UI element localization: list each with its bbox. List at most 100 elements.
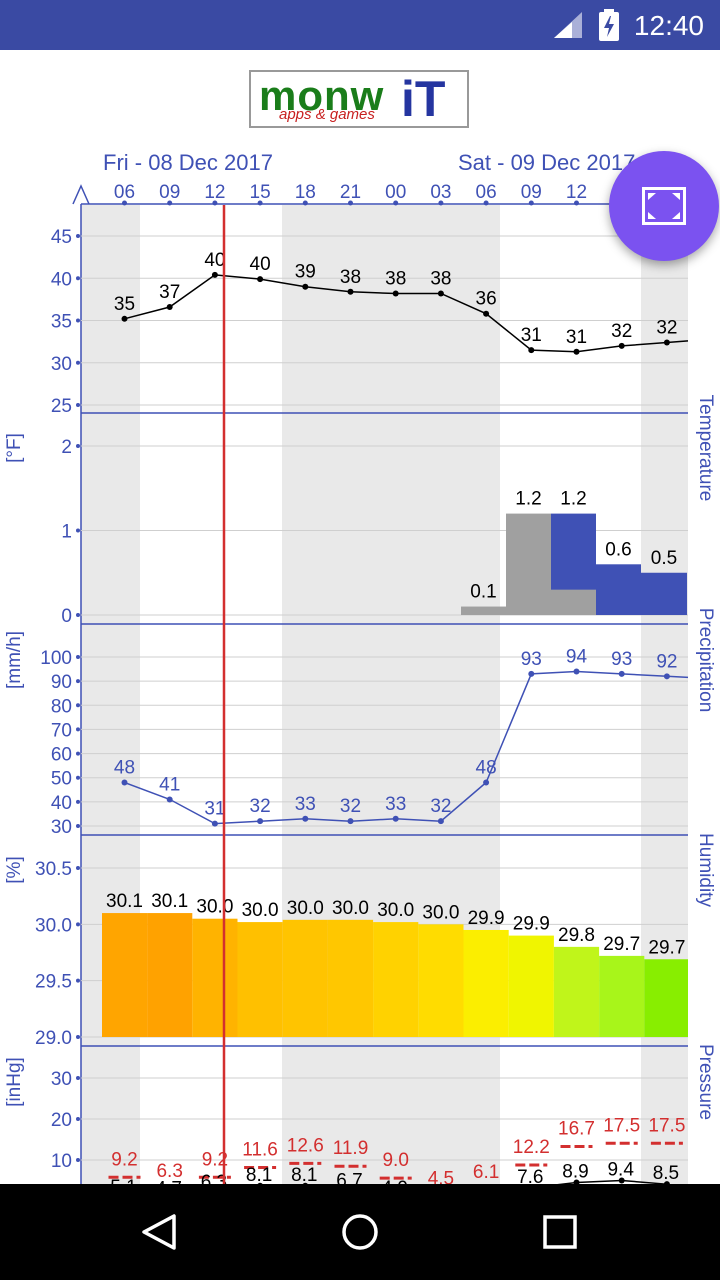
ytick-dot-1-2 bbox=[76, 444, 80, 448]
ytick-label-3-2: 30.0 bbox=[35, 915, 72, 936]
pressure-bar-0 bbox=[102, 913, 148, 1037]
pressure-bar-2 bbox=[192, 918, 238, 1037]
data-point-0-2 bbox=[211, 271, 218, 278]
ytick-label-2-7: 100 bbox=[40, 648, 72, 669]
data-label-0-0: 35 bbox=[114, 294, 135, 315]
data-label-0-11: 32 bbox=[611, 321, 632, 342]
pressure-label-3: 30.0 bbox=[242, 900, 279, 921]
date-label-1: Sat - 09 Dec 2017 bbox=[458, 150, 635, 175]
wind-label-11: 9.4 bbox=[607, 1159, 634, 1180]
ytick-dot-0-3 bbox=[76, 276, 80, 281]
pressure-bar-12 bbox=[644, 959, 688, 1037]
data-label-0-10: 31 bbox=[566, 327, 587, 348]
pressure-bar-7 bbox=[418, 924, 464, 1037]
pressure-label-10: 29.8 bbox=[558, 925, 595, 946]
data-point-0-10 bbox=[573, 348, 580, 355]
ytick-label-4-1: 20 bbox=[51, 1110, 72, 1131]
data-point-0-4 bbox=[302, 283, 309, 290]
gust-label-6: 9.0 bbox=[382, 1150, 408, 1171]
panel-title-3: Pressure bbox=[695, 1044, 716, 1120]
back-icon[interactable] bbox=[140, 1212, 180, 1252]
wind-label-2: 6.3 bbox=[201, 1172, 227, 1184]
gust-label-4: 12.6 bbox=[287, 1135, 324, 1156]
unit-label-1: [mm/h] bbox=[4, 631, 25, 689]
pressure-label-12: 29.7 bbox=[648, 937, 685, 958]
wind-point-11 bbox=[618, 1177, 625, 1184]
ytick-label-0-3: 40 bbox=[51, 269, 72, 290]
data-label-2-1: 41 bbox=[159, 774, 180, 795]
data-point-2-1 bbox=[166, 796, 173, 803]
gust-label-11: 17.5 bbox=[603, 1115, 640, 1136]
precip-label-2: 1.2 bbox=[560, 489, 586, 510]
data-point-2-8 bbox=[483, 779, 490, 786]
recents-icon[interactable] bbox=[540, 1212, 580, 1252]
ytick-dot-2-5 bbox=[76, 703, 80, 708]
wind-label-1: 4.7 bbox=[155, 1179, 181, 1184]
ytick-label-2-6: 90 bbox=[51, 672, 72, 693]
hour-tick-0: 06 bbox=[114, 182, 135, 203]
logo-suffix-text: iT bbox=[401, 71, 446, 127]
data-label-0-5: 38 bbox=[340, 267, 361, 288]
gust-label-5: 11.9 bbox=[333, 1138, 369, 1159]
precip-bar-3 bbox=[596, 564, 641, 615]
data-label-2-7: 32 bbox=[430, 796, 451, 817]
fullscreen-button[interactable] bbox=[609, 151, 719, 261]
series-line-0 bbox=[124, 274, 689, 353]
ytick-label-3-1: 29.5 bbox=[35, 972, 72, 993]
ytick-label-2-4: 70 bbox=[51, 720, 72, 741]
wind-label-4: 8.1 bbox=[291, 1165, 317, 1184]
ytick-dot-1-0 bbox=[76, 613, 80, 617]
ytick-dot-4-0 bbox=[76, 1158, 80, 1162]
wind-point-4 bbox=[302, 1182, 308, 1184]
ytick-label-3-0: 29.0 bbox=[35, 1028, 72, 1049]
data-point-2-0 bbox=[121, 779, 128, 786]
data-label-2-10: 94 bbox=[566, 646, 588, 667]
hour-tick-1: 09 bbox=[159, 182, 180, 203]
ytick-dot-2-2 bbox=[76, 775, 80, 780]
hour-tick-3: 15 bbox=[250, 182, 271, 203]
data-label-0-9: 31 bbox=[521, 325, 542, 346]
ytick-label-0-2: 35 bbox=[51, 312, 72, 333]
navigation-bar bbox=[0, 1184, 720, 1280]
data-label-0-4: 39 bbox=[295, 262, 316, 283]
ytick-label-1-1: 1 bbox=[61, 522, 72, 543]
data-point-0-1 bbox=[166, 303, 173, 310]
data-point-0-0 bbox=[121, 315, 128, 322]
ytick-dot-4-1 bbox=[76, 1117, 80, 1121]
pressure-bar-11 bbox=[599, 955, 645, 1037]
ytick-label-2-1: 40 bbox=[51, 793, 72, 814]
ytick-dot-1-1 bbox=[76, 528, 80, 533]
data-label-2-6: 33 bbox=[385, 794, 406, 815]
gust-label-1: 6.3 bbox=[156, 1161, 182, 1182]
gust-label-12: 17.5 bbox=[648, 1115, 685, 1136]
ytick-label-2-2: 50 bbox=[51, 769, 72, 790]
hour-tick-10: 12 bbox=[566, 182, 587, 203]
panel-title-0: Temperature bbox=[695, 395, 716, 502]
panel-title-1: Precipitation bbox=[695, 608, 716, 713]
wind-label-0: 5.1 bbox=[110, 1177, 136, 1184]
precip-bar-4 bbox=[641, 572, 687, 615]
data-point-2-10 bbox=[573, 668, 580, 675]
wind-point-3 bbox=[257, 1182, 263, 1184]
ytick-dot-2-4 bbox=[76, 727, 80, 732]
data-label-2-12: 92 bbox=[656, 651, 677, 672]
ytick-dot-3-2 bbox=[76, 922, 80, 927]
data-point-2-4 bbox=[302, 815, 309, 822]
hour-tick-4: 18 bbox=[295, 182, 316, 203]
ytick-dot-2-7 bbox=[76, 655, 80, 659]
data-label-0-2: 40 bbox=[204, 250, 225, 271]
data-label-0-7: 38 bbox=[430, 268, 451, 289]
unit-label-3: [inHg] bbox=[4, 1057, 25, 1107]
ytick-label-2-3: 60 bbox=[51, 745, 72, 766]
status-bar: 12:40 bbox=[0, 0, 720, 50]
wind-label-8: 3.6 bbox=[472, 1183, 498, 1184]
panel-title-2: Humidity bbox=[695, 833, 716, 907]
logo-main-text: monw bbox=[259, 72, 385, 119]
home-icon[interactable] bbox=[340, 1212, 380, 1252]
ytick-label-1-0: 0 bbox=[61, 606, 72, 627]
precip-label-1: 1.2 bbox=[515, 489, 541, 510]
data-label-2-9: 93 bbox=[521, 649, 542, 670]
wind-label-5: 6.7 bbox=[336, 1171, 362, 1184]
pressure-label-4: 30.0 bbox=[287, 898, 324, 919]
